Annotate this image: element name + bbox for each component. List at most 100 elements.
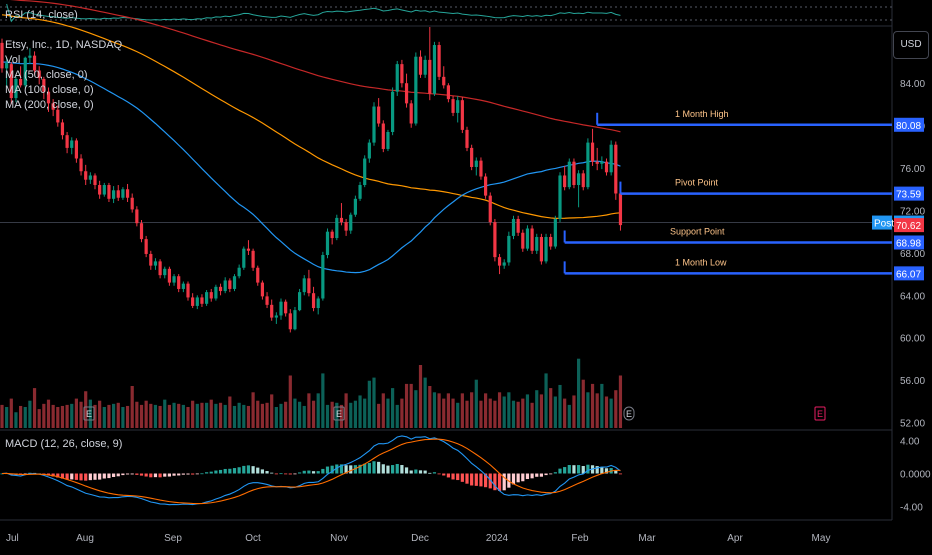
volume-bar bbox=[581, 379, 585, 428]
legend-vol[interactable]: Vol bbox=[5, 54, 21, 66]
macd-legend[interactable]: MACD (12, 26, close, 9) bbox=[5, 438, 123, 450]
volume-bar bbox=[567, 404, 571, 428]
macd-histogram-bar bbox=[497, 473, 502, 491]
candle-body bbox=[404, 83, 409, 104]
candle-body bbox=[139, 223, 144, 240]
macd-histogram-bar bbox=[195, 473, 199, 475]
volume-bar bbox=[530, 402, 534, 428]
time-axis[interactable]: Jul Aug Sep Oct Nov Dec 2024 Feb Mar Apr May bbox=[6, 533, 830, 544]
macd-histogram-bar bbox=[167, 473, 171, 477]
candle-body bbox=[302, 278, 306, 293]
macd-tick-1: 0.0000 bbox=[900, 470, 931, 481]
earnings-marker-3 bbox=[814, 406, 826, 421]
price-levels[interactable]: 1 Month High Pivot Point Support Point 1 Mo… bbox=[563, 109, 892, 275]
macd-histogram-bar bbox=[563, 467, 567, 474]
volume-bar bbox=[553, 396, 557, 428]
candle-body bbox=[409, 103, 413, 124]
macd-histogram-bar bbox=[470, 473, 474, 486]
volume-bar bbox=[279, 403, 283, 428]
volume-bar bbox=[586, 392, 590, 428]
volume-bar bbox=[84, 391, 88, 428]
currency-button[interactable]: USD bbox=[893, 31, 929, 59]
volume-bar bbox=[125, 405, 130, 428]
volume-bar bbox=[98, 400, 102, 428]
volume-bar bbox=[5, 407, 9, 428]
volume-bar bbox=[549, 388, 553, 428]
x-tick-2: Sep bbox=[164, 533, 182, 544]
macd-histogram-bar bbox=[158, 473, 162, 478]
macd-histogram-bar bbox=[484, 473, 488, 488]
volume-bar bbox=[163, 399, 167, 428]
volume-bar bbox=[112, 403, 116, 428]
candle-body bbox=[102, 185, 106, 195]
x-tick-6: 2024 bbox=[486, 533, 509, 544]
macd-histogram-bar bbox=[279, 473, 283, 475]
macd-histogram-bar bbox=[88, 473, 92, 481]
legend-ma100[interactable]: MA (100, close, 0) bbox=[5, 84, 94, 96]
volume-bar bbox=[367, 380, 371, 428]
volume-bar bbox=[298, 401, 302, 428]
volume-bar bbox=[79, 401, 83, 428]
volume-bar bbox=[456, 402, 460, 428]
candle-body bbox=[335, 217, 339, 239]
volume-bar bbox=[144, 400, 148, 428]
candle-body bbox=[400, 64, 404, 84]
volume-bar bbox=[316, 393, 320, 428]
candle-body bbox=[19, 78, 23, 86]
legend-ma200[interactable]: MA (200, close, 0) bbox=[5, 99, 94, 111]
macd-histogram-bar bbox=[479, 473, 483, 487]
volume-bar bbox=[409, 383, 413, 428]
candle-body bbox=[614, 144, 618, 194]
volume-bar bbox=[428, 386, 432, 428]
candle-body bbox=[125, 189, 130, 198]
candle-body bbox=[79, 158, 83, 172]
main-legend[interactable]: Etsy, Inc., 1D, NASDAQ Vol MA (50, close… bbox=[5, 38, 122, 113]
volume-bar bbox=[274, 407, 278, 428]
volume-bar bbox=[516, 401, 520, 428]
candle-body bbox=[265, 296, 269, 305]
volume-bar bbox=[395, 404, 399, 428]
candle-body bbox=[130, 197, 134, 210]
volume-bar bbox=[372, 377, 376, 428]
volume-bar bbox=[618, 375, 623, 428]
volume-bar bbox=[604, 396, 609, 428]
volume-bar bbox=[572, 395, 576, 428]
candle-body bbox=[153, 261, 158, 266]
rsi-legend[interactable]: RSI (14, close) bbox=[5, 9, 78, 21]
price-axis[interactable]: 88.0084.0080.0076.0072.0068.0064.0060.00… bbox=[872, 37, 931, 514]
candlesticks[interactable] bbox=[0, 27, 623, 333]
macd-histogram-bar bbox=[618, 473, 623, 475]
candle-body bbox=[460, 100, 464, 130]
macd-histogram-bar bbox=[149, 473, 153, 478]
volume-bar bbox=[302, 405, 306, 428]
volume-bar bbox=[60, 405, 65, 428]
macd-histogram-bar bbox=[581, 466, 585, 474]
macd-histogram-bar bbox=[330, 465, 334, 474]
rsi-line bbox=[6, 3, 621, 23]
candle-body bbox=[274, 315, 278, 318]
macd-histogram-bar bbox=[511, 473, 516, 485]
volume-bar bbox=[377, 403, 381, 428]
volume-bar bbox=[102, 407, 106, 428]
macd-histogram-bar bbox=[404, 467, 409, 474]
candle-body bbox=[581, 173, 585, 188]
macd-line bbox=[1, 435, 621, 506]
candle-body bbox=[502, 262, 506, 266]
candle-body bbox=[470, 147, 474, 167]
candle-body bbox=[535, 236, 539, 251]
macd-histogram-bar bbox=[209, 471, 213, 474]
candle-body bbox=[200, 297, 204, 304]
candle-body bbox=[163, 268, 167, 276]
macd-histogram-bar bbox=[125, 473, 130, 475]
legend-ma50[interactable]: MA (50, close, 0) bbox=[5, 69, 88, 81]
macd-histogram-bar bbox=[191, 473, 195, 475]
macd-histogram-bar bbox=[600, 466, 604, 474]
symbol-title[interactable]: Etsy, Inc., 1D, NASDAQ bbox=[5, 39, 123, 51]
candle-body bbox=[218, 286, 223, 292]
price-label-5: 68.98 bbox=[896, 238, 921, 249]
candle-body bbox=[214, 286, 218, 299]
volume-bar bbox=[191, 400, 195, 428]
